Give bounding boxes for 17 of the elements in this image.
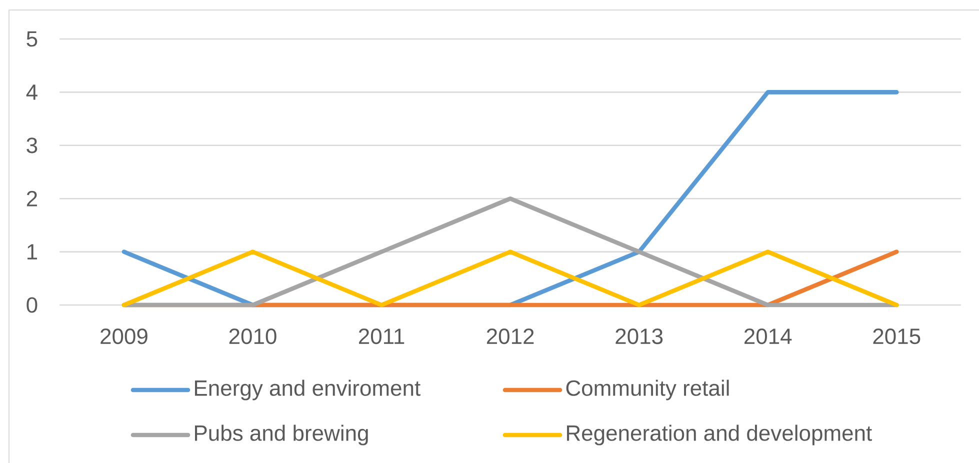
y-tick-label: 0	[26, 297, 38, 313]
x-tick-label: 2015	[873, 328, 920, 344]
legend-label: Energy and enviroment	[195, 380, 420, 400]
y-tick-label: 1	[28, 244, 37, 260]
x-tick-label: 2014	[744, 328, 792, 344]
x-tick-label: 2011	[358, 328, 404, 344]
y-tick-label: 3	[26, 138, 38, 154]
legend-label: Pubs and brewing	[195, 424, 368, 446]
x-tick-label: 2010	[229, 328, 276, 344]
x-tick-label: 2013	[616, 328, 663, 344]
y-tick-label: 4	[26, 84, 38, 100]
y-tick-label: 2	[26, 190, 37, 206]
y-tick-label: 5	[26, 31, 38, 47]
legend-label: Community retail	[566, 380, 729, 400]
x-tick-label: 2012	[486, 328, 534, 344]
legend-label: Regeneration and development	[567, 424, 872, 446]
x-tick-label: 2009	[100, 328, 148, 344]
